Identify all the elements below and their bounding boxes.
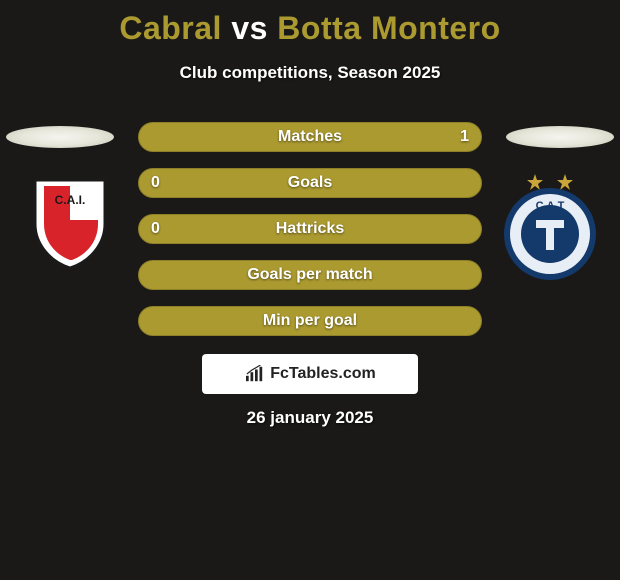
stat-label: Goals xyxy=(288,174,332,192)
svg-text:C.A.T: C.A.T xyxy=(536,200,565,212)
stat-rows: Matches 1 0 Goals 0 Hattricks Goals per … xyxy=(138,122,482,352)
left-club-badge: C.A.I. xyxy=(20,172,120,272)
date-line: 26 january 2025 xyxy=(0,408,620,428)
stat-label: Hattricks xyxy=(276,220,344,238)
stat-right-value: 1 xyxy=(460,128,469,146)
brand-text: FcTables.com xyxy=(270,365,376,383)
right-club-badge: C.A.T xyxy=(500,172,600,272)
brand-box: FcTables.com xyxy=(202,354,418,394)
stat-label: Matches xyxy=(278,128,342,146)
comparison-infographic: Cabral vs Botta Montero Club competition… xyxy=(0,0,620,580)
subtitle: Club competitions, Season 2025 xyxy=(0,63,620,83)
stat-label: Min per goal xyxy=(263,312,357,330)
svg-text:C.A.I.: C.A.I. xyxy=(55,193,86,207)
spotlight-right xyxy=(506,126,614,148)
stat-left-value: 0 xyxy=(151,220,160,238)
vs-separator: vs xyxy=(222,10,277,46)
stat-row-goals-per-match: Goals per match xyxy=(138,260,482,290)
talleres-badge-icon: C.A.T xyxy=(500,172,600,282)
stat-row-hattricks: 0 Hattricks xyxy=(138,214,482,244)
stat-row-goals: 0 Goals xyxy=(138,168,482,198)
chart-icon xyxy=(244,365,266,383)
stat-left-value: 0 xyxy=(151,174,160,192)
stat-row-min-per-goal: Min per goal xyxy=(138,306,482,336)
spotlight-left xyxy=(6,126,114,148)
page-title: Cabral vs Botta Montero xyxy=(0,0,620,47)
player2-name: Botta Montero xyxy=(277,10,500,46)
stat-row-matches: Matches 1 xyxy=(138,122,482,152)
independiente-shield-icon: C.A.I. xyxy=(20,172,120,272)
stat-label: Goals per match xyxy=(247,266,372,284)
player1-name: Cabral xyxy=(119,10,222,46)
